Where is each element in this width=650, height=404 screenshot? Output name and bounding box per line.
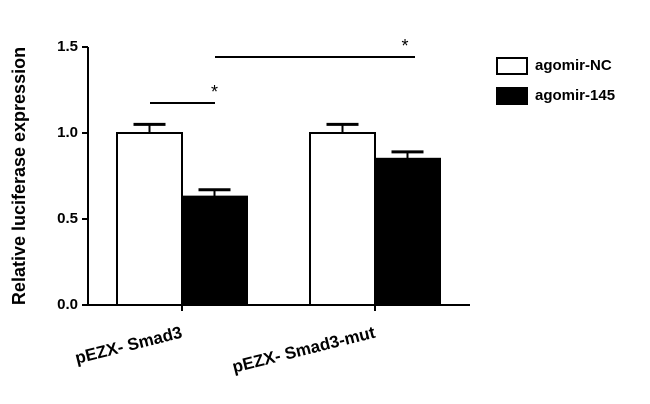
y-tick-label: 0.5 xyxy=(57,210,78,227)
bar xyxy=(309,132,376,306)
legend-swatch xyxy=(496,87,528,105)
y-tick-label: 1.5 xyxy=(57,38,78,55)
legend-swatch xyxy=(496,57,528,75)
legend-label: agomir-NC xyxy=(535,57,612,74)
y-axis-label: Relative luciferase expression xyxy=(9,47,29,305)
x-tick-label: pEZX- Smad3 xyxy=(73,323,184,368)
bar xyxy=(181,195,248,306)
legend-label: agomir-145 xyxy=(535,87,615,104)
x-tick-label: pEZX- Smad3-mut xyxy=(230,323,377,377)
bar xyxy=(116,132,183,306)
significance-label: * xyxy=(211,82,218,102)
y-tick-label: 0.0 xyxy=(57,296,78,313)
significance-label: * xyxy=(401,36,408,56)
y-tick-label: 1.0 xyxy=(57,124,78,141)
bar xyxy=(374,157,441,306)
